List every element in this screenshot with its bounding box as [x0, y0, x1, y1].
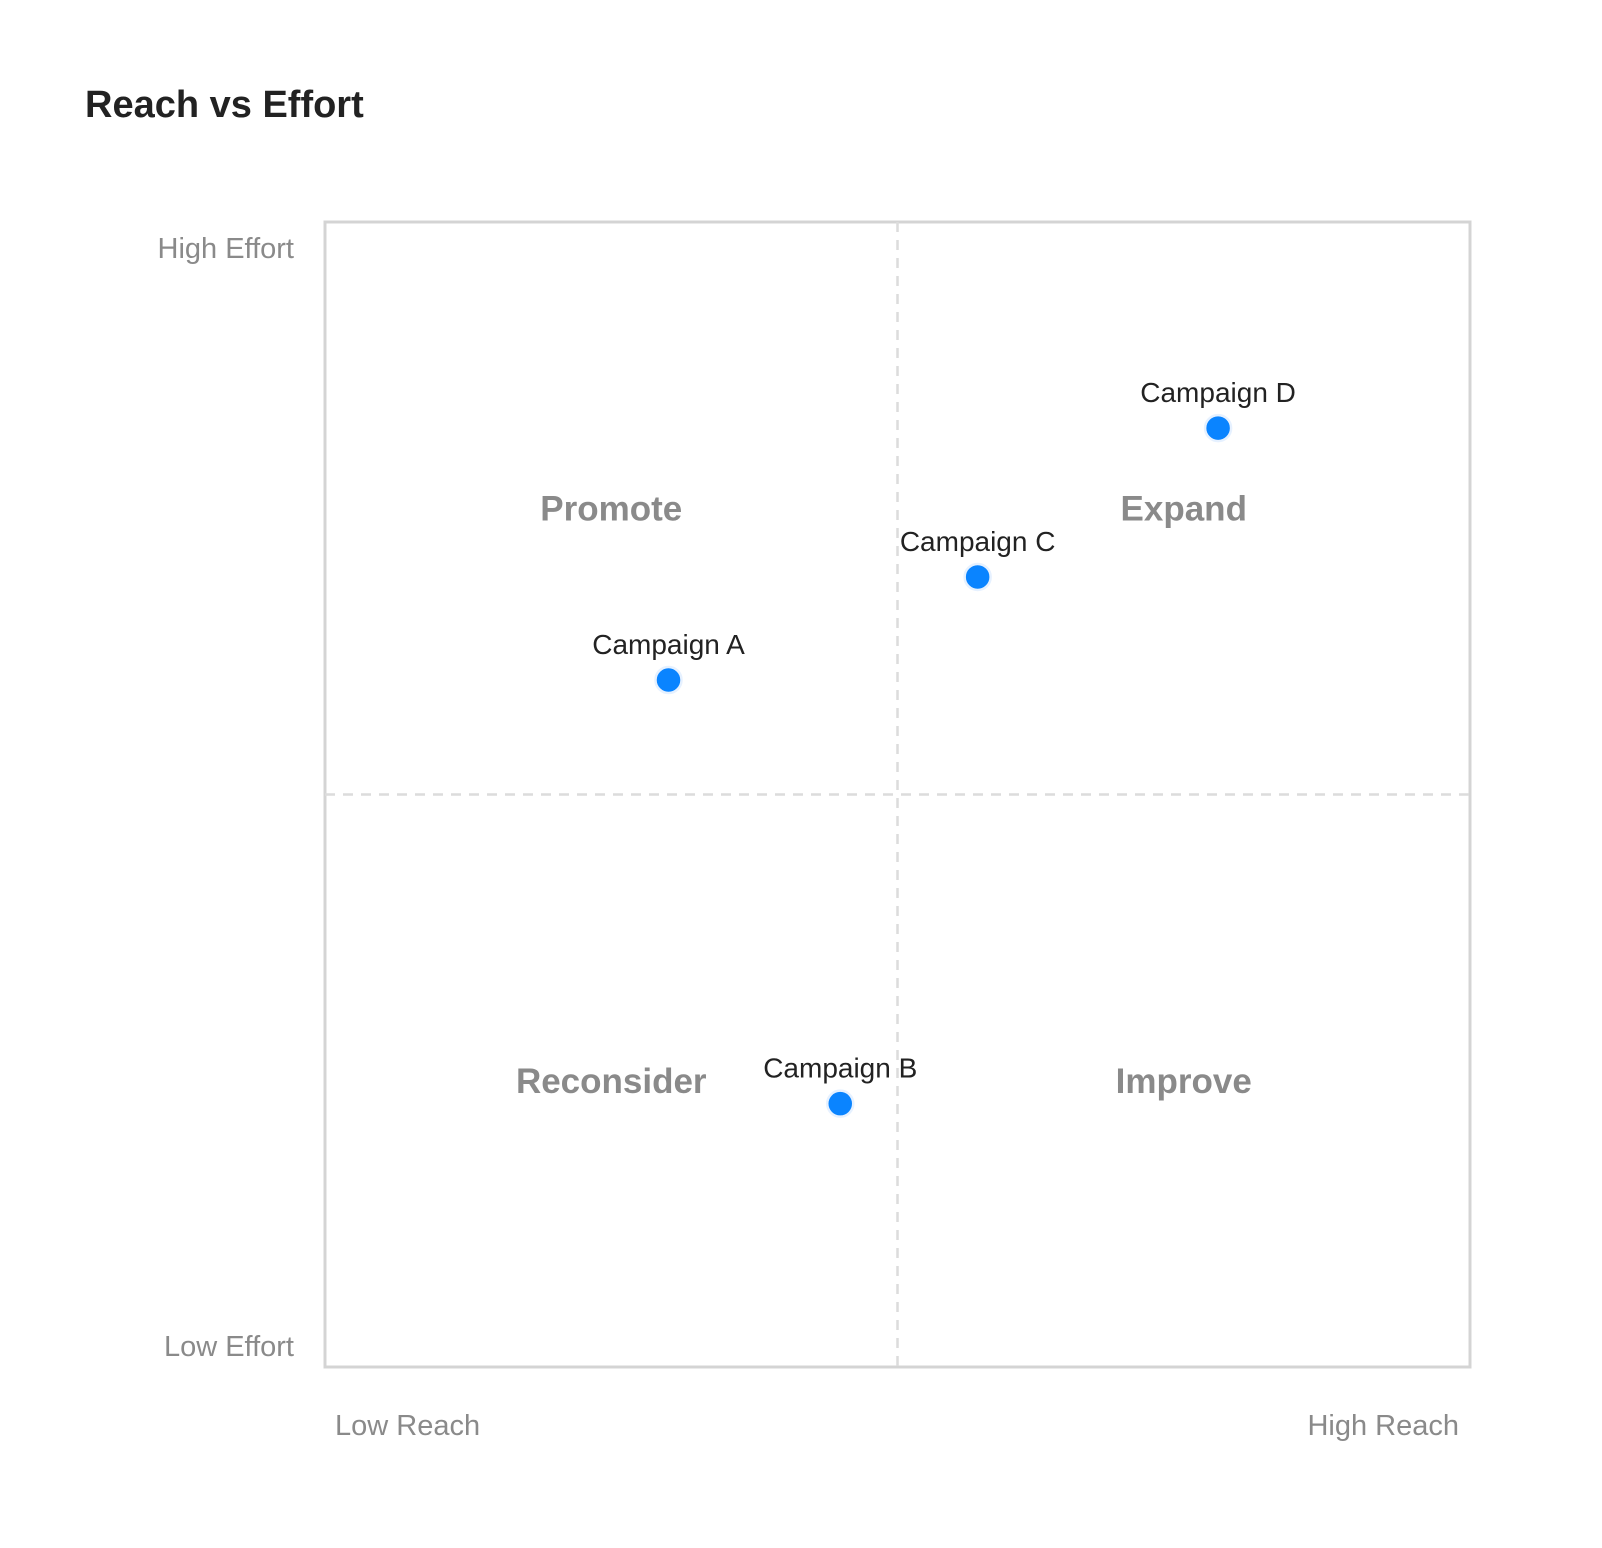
data-point-label: Campaign A: [592, 629, 745, 660]
data-point[interactable]: [1203, 413, 1233, 443]
data-point-label: Campaign C: [900, 526, 1056, 557]
quadrant-label-bottom-right: Improve: [1116, 1062, 1252, 1101]
quadrant-label-bottom-left: Reconsider: [516, 1062, 707, 1101]
x-axis-high-label: High Reach: [1307, 1410, 1459, 1442]
data-point-label: Campaign D: [1140, 377, 1296, 408]
data-point[interactable]: [963, 562, 992, 592]
y-axis-low-label: Low Effort: [164, 1331, 294, 1363]
chart-title: Reach vs Effort: [85, 84, 364, 126]
quadrant-label-top-right: Expand: [1121, 489, 1247, 528]
x-axis-low-label: Low Reach: [335, 1410, 480, 1442]
data-point[interactable]: [826, 1089, 855, 1118]
data-point-label: Campaign B: [763, 1053, 917, 1084]
data-point[interactable]: [654, 665, 683, 695]
quadrant-label-top-left: Promote: [540, 489, 682, 528]
y-axis-high-label: High Effort: [158, 233, 294, 265]
